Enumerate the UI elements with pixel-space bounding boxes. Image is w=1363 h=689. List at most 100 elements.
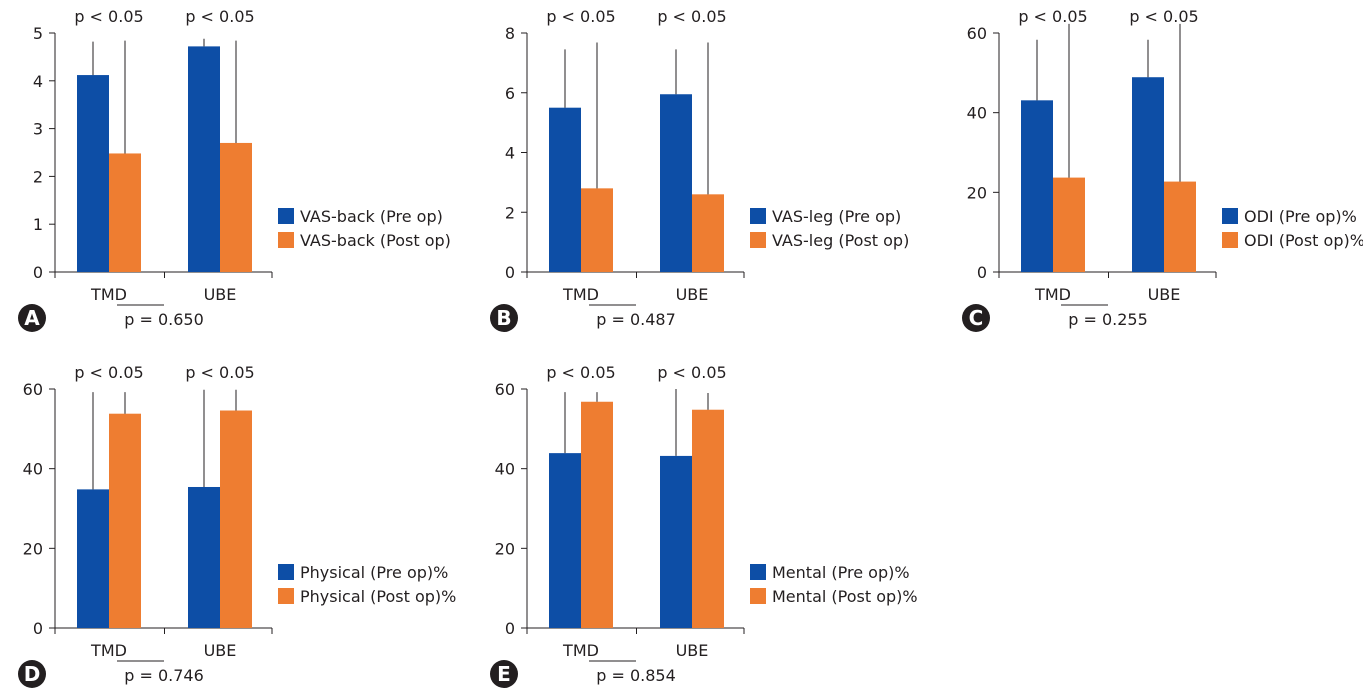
bar-tmd-pre [549, 107, 581, 272]
y-tick-label: 40 [23, 460, 43, 479]
category-label: TMD [562, 641, 599, 660]
bar-ube-pre [1132, 77, 1164, 272]
significance-label: p < 0.05 [546, 363, 615, 382]
bar-tmd-post [1053, 177, 1085, 272]
y-tick-label: 0 [33, 619, 43, 638]
legend-swatch [750, 208, 766, 224]
bar-tmd-pre [549, 453, 581, 628]
significance-label: p < 0.05 [185, 7, 254, 26]
panel-letter: D [24, 662, 41, 686]
y-tick-label: 20 [23, 539, 43, 558]
y-tick-label: 2 [33, 167, 43, 186]
y-tick-label: 5 [33, 24, 43, 43]
bar-tmd-post [109, 413, 141, 628]
significance-label: p < 0.05 [74, 7, 143, 26]
y-tick-label: 20 [495, 539, 515, 558]
panel-badge [490, 660, 518, 688]
legend-label: ODI (Pre op)% [1244, 207, 1357, 226]
bar-ube-pre [188, 486, 220, 628]
y-tick-label: 20 [967, 183, 987, 202]
y-tick-label: 4 [505, 144, 515, 163]
y-tick-label: 8 [505, 24, 515, 43]
category-label: TMD [90, 285, 127, 304]
legend-label: Physical (Post op)% [300, 587, 456, 606]
legend-label: Mental (Pre op)% [772, 563, 910, 582]
legend-swatch [278, 232, 294, 248]
panel-letter: C [969, 306, 984, 330]
legend-swatch [1222, 232, 1238, 248]
legend-label: VAS-leg (Post op) [772, 231, 909, 250]
y-tick-label: 1 [33, 215, 43, 234]
legend-swatch [278, 564, 294, 580]
y-tick-label: 60 [23, 380, 43, 399]
y-tick-label: 0 [505, 619, 515, 638]
comparison-label: p = 0.854 [596, 666, 676, 685]
bar-tmd-pre [1021, 100, 1053, 273]
category-label: UBE [676, 285, 709, 304]
bar-tmd-post [109, 153, 141, 272]
comparison-label: p = 0.650 [124, 310, 204, 329]
bar-tmd-pre [77, 489, 109, 628]
y-tick-label: 6 [505, 84, 515, 103]
legend-swatch [750, 588, 766, 604]
legend-swatch [278, 588, 294, 604]
legend-label: Mental (Post op)% [772, 587, 918, 606]
category-label: TMD [562, 285, 599, 304]
panel-badge [490, 304, 518, 332]
panel-letter: E [497, 662, 511, 686]
bar-ube-pre [660, 94, 692, 273]
y-tick-label: 40 [495, 460, 515, 479]
bar-ube-post [220, 410, 252, 628]
y-tick-label: 60 [967, 24, 987, 43]
bar-tmd-pre [77, 75, 109, 273]
panel-badge [18, 660, 46, 688]
bar-ube-pre [188, 46, 220, 272]
legend-label: ODI (Post op)% [1244, 231, 1363, 250]
legend-swatch [278, 208, 294, 224]
legend-swatch [750, 564, 766, 580]
y-tick-label: 4 [33, 72, 43, 91]
comparison-label: p = 0.487 [596, 310, 676, 329]
legend-label: VAS-back (Post op) [300, 231, 451, 250]
significance-label: p < 0.05 [1018, 7, 1087, 26]
category-label: UBE [1148, 285, 1181, 304]
y-tick-label: 2 [505, 203, 515, 222]
panel-badge [18, 304, 46, 332]
category-label: UBE [204, 285, 237, 304]
panel-letter: B [496, 306, 511, 330]
comparison-label: p = 0.746 [124, 666, 204, 685]
category-label: UBE [204, 641, 237, 660]
category-label: UBE [676, 641, 709, 660]
bar-ube-post [220, 142, 252, 272]
y-tick-label: 3 [33, 120, 43, 139]
bar-tmd-post [581, 401, 613, 628]
bar-ube-post [1164, 181, 1196, 272]
bar-ube-post [692, 409, 724, 628]
category-label: TMD [90, 641, 127, 660]
legend-label: VAS-leg (Pre op) [772, 207, 901, 226]
bar-ube-post [692, 194, 724, 272]
legend-swatch [1222, 208, 1238, 224]
significance-label: p < 0.05 [74, 363, 143, 382]
panel-badge [962, 304, 990, 332]
y-tick-label: 60 [495, 380, 515, 399]
legend-swatch [750, 232, 766, 248]
legend-label: Physical (Pre op)% [300, 563, 448, 582]
category-label: TMD [1034, 285, 1071, 304]
y-tick-label: 0 [977, 263, 987, 282]
significance-label: p < 0.05 [657, 363, 726, 382]
y-tick-label: 40 [967, 104, 987, 123]
significance-label: p < 0.05 [546, 7, 615, 26]
panel-letter: A [24, 306, 40, 330]
significance-label: p < 0.05 [1129, 7, 1198, 26]
bar-tmd-post [581, 188, 613, 272]
bar-ube-pre [660, 455, 692, 628]
legend-label: VAS-back (Pre op) [300, 207, 443, 226]
y-tick-label: 0 [505, 263, 515, 282]
